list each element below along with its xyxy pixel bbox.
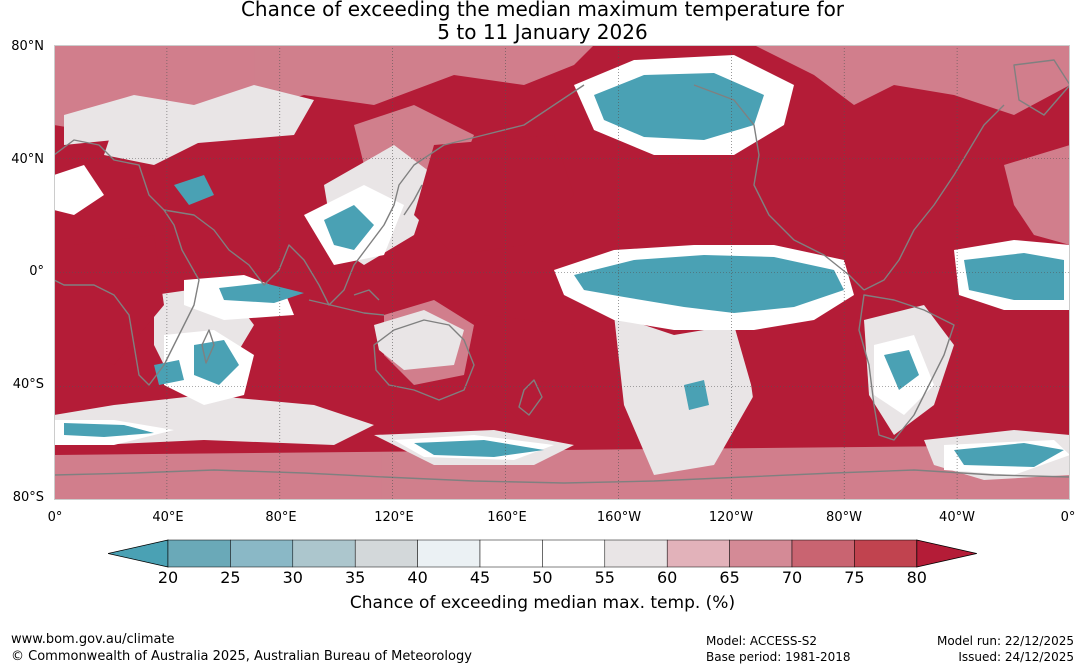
color-bar-segment	[666, 539, 730, 568]
lon-label-120w: 120°W	[708, 510, 754, 525]
map-title: Chance of exceeding the median maximum t…	[0, 0, 1085, 44]
color-bar-tick-label: 65	[719, 568, 740, 587]
lat-label-40s: 40°S	[12, 377, 44, 392]
footer-model-info: Model: ACCESS-S2 Base period: 1981-2018	[706, 633, 851, 665]
color-bar-tick-label: 55	[594, 568, 615, 587]
lat-label-80n: 80°N	[11, 39, 44, 54]
world-map	[54, 45, 1070, 500]
model-run-date: Model run: 22/12/2025	[936, 634, 1074, 648]
lat-label-equator: 0°	[29, 264, 44, 279]
color-bar-tick-label: 40	[407, 568, 428, 587]
model-name: Model: ACCESS-S2	[706, 634, 818, 648]
lon-label-0-left: 0°	[47, 510, 63, 525]
color-bar-arrow-low	[108, 539, 169, 568]
lon-label-120e: 120°E	[374, 510, 414, 525]
color-bar-segment	[729, 539, 793, 568]
color-bar-tick-label: 70	[781, 568, 803, 587]
color-bar	[108, 539, 977, 568]
color-bar-arrow-high	[916, 539, 977, 568]
color-bar-segment	[604, 539, 668, 568]
color-bar-segment	[791, 539, 855, 568]
color-bar-segment	[292, 539, 356, 568]
title-line-2: 5 to 11 January 2026	[437, 20, 648, 44]
lon-label-40w: 40°W	[939, 510, 975, 525]
lon-label-80w: 80°W	[826, 510, 862, 525]
color-bar-segment	[417, 539, 481, 568]
warm-core-fields	[74, 135, 864, 425]
lon-label-40e: 40°E	[152, 510, 184, 525]
color-bar-segment	[854, 539, 918, 568]
color-bar-tick-label: 75	[844, 568, 865, 587]
color-bar-tick-label: 30	[282, 568, 303, 587]
color-bar-label: Chance of exceeding median max. temp. (%…	[349, 593, 736, 613]
color-bar-segment	[167, 539, 231, 568]
footer-left: www.bom.gov.au/climate © Commonwealth of…	[11, 631, 472, 665]
lon-label-160e: 160°E	[487, 510, 527, 525]
color-bar-tick-label: 80	[906, 568, 927, 587]
website-link[interactable]: www.bom.gov.au/climate	[11, 632, 175, 647]
lat-label-40n: 40°N	[11, 152, 44, 167]
cool-fields	[64, 73, 1064, 467]
color-bar-tick-label: 35	[345, 568, 366, 587]
issued-date: Issued: 24/12/2025	[958, 650, 1074, 664]
lon-label-160w: 160°W	[596, 510, 642, 525]
color-bar-segment	[542, 539, 606, 568]
graticule	[54, 45, 1070, 500]
lon-label-80e: 80°E	[265, 510, 297, 525]
coastlines	[54, 59, 1070, 484]
footer-dates: Model run: 22/12/2025 Issued: 24/12/2025	[937, 633, 1074, 665]
color-bar-tick-label: 50	[532, 568, 553, 587]
lat-label-80s: 80°S	[12, 490, 44, 505]
map-frame	[54, 45, 1070, 500]
lon-label-0-right: 0°	[1060, 510, 1076, 525]
title-line-1: Chance of exceeding the median maximum t…	[240, 0, 845, 21]
copyright-text: © Commonwealth of Australia 2025, Austra…	[11, 649, 472, 664]
color-bar-segment	[230, 539, 294, 568]
color-bar-tick-label: 20	[157, 568, 179, 587]
probability-map	[54, 45, 1070, 500]
color-bar-segment	[479, 539, 543, 568]
color-bar-segment	[354, 539, 418, 568]
color-bar-tick-label: 25	[220, 568, 241, 587]
color-bar-tick-label: 45	[469, 568, 491, 587]
color-bar-tick-label: 60	[657, 568, 678, 587]
base-period: Base period: 1981-2018	[706, 650, 851, 664]
